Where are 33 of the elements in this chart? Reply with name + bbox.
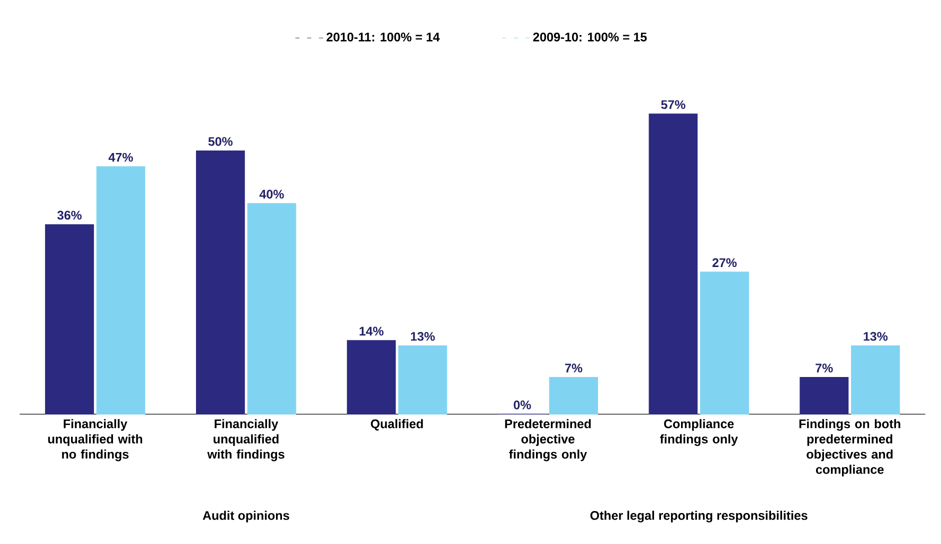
bar — [96, 166, 146, 414]
data-label: 7% — [565, 364, 582, 372]
x-tick-label: Predetermined objective findings only — [505, 419, 591, 462]
data-label: 0% — [514, 400, 531, 410]
x-tick-label: Findings on both predetermined objectives and compliance — [799, 419, 900, 476]
bar — [398, 345, 448, 414]
bar — [700, 272, 749, 414]
text: Audit opinions — [202, 510, 290, 522]
bar — [346, 340, 396, 414]
bar — [549, 376, 598, 414]
bar — [45, 224, 94, 414]
legend-label: 2009-10: 100% = 15 — [533, 32, 647, 42]
text: Other legal reporting responsibilities — [590, 510, 808, 522]
data-label: 40% — [259, 190, 284, 199]
x-tick-label: Compliance findings only — [660, 419, 738, 446]
data-label: 13% — [410, 332, 435, 341]
bar — [196, 150, 245, 414]
x-tick-label: Financially unqualified with no findings — [48, 419, 142, 462]
data-label: 47% — [108, 152, 133, 162]
data-label: 36% — [57, 210, 82, 220]
legend-label: 2010-11: 100% = 14 — [326, 32, 440, 42]
bar — [247, 203, 296, 414]
data-label: 14% — [360, 326, 384, 336]
x-tick-label: Qualified — [370, 419, 423, 430]
x-tick-label: Financially unqualified with findings — [207, 419, 284, 462]
bar — [648, 114, 698, 414]
data-label: 7% — [816, 364, 833, 372]
bar — [851, 345, 900, 414]
data-label: 13% — [864, 332, 888, 341]
data-label: 27% — [712, 258, 737, 267]
data-label: 50% — [208, 137, 233, 146]
data-label: 57% — [661, 100, 686, 109]
bar — [800, 376, 849, 414]
